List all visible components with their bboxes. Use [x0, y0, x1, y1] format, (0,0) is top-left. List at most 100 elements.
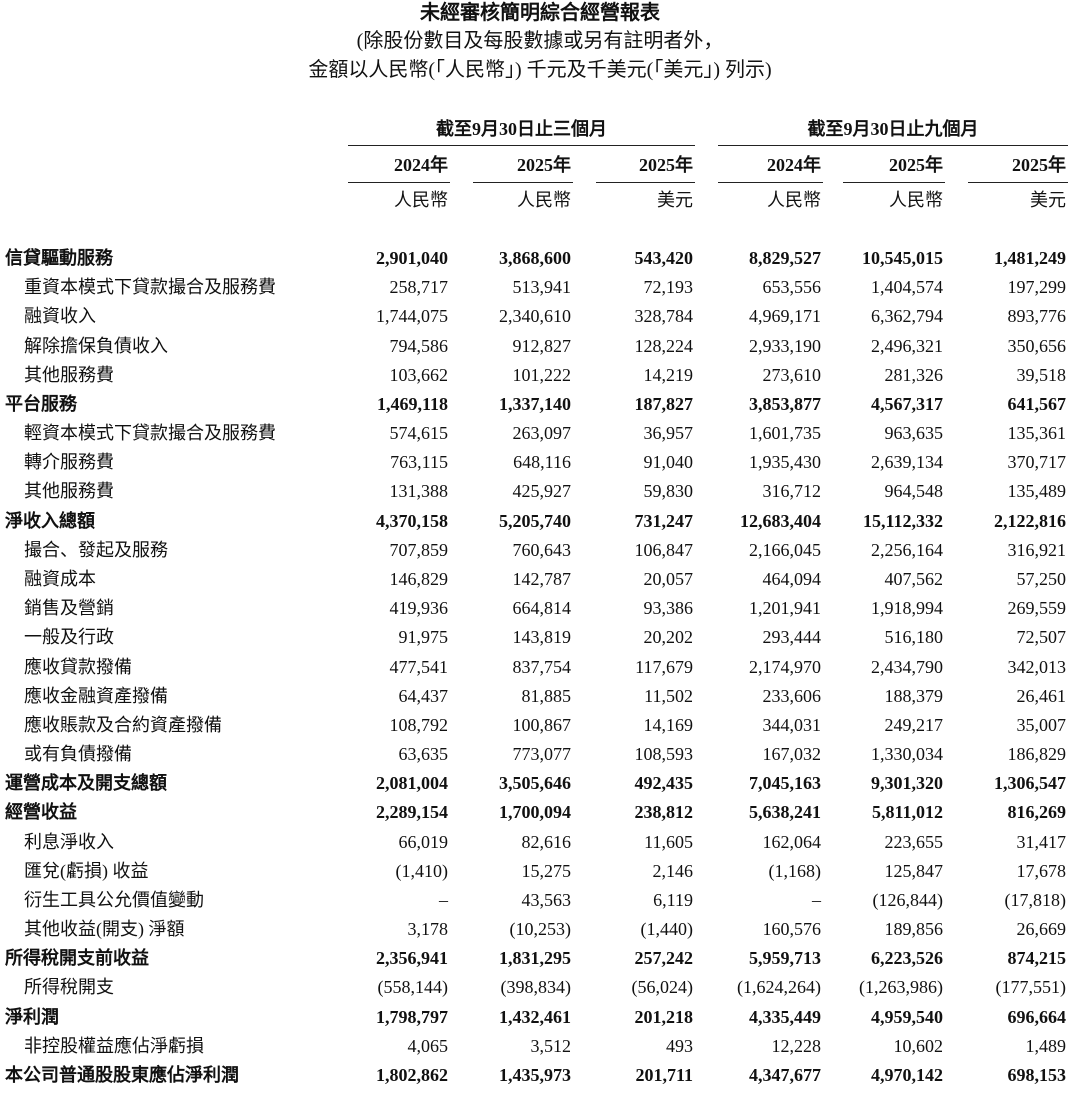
cell: 2,340,610 [499, 306, 571, 327]
cell: 188,379 [884, 685, 944, 706]
year-header: 2024年 [767, 155, 821, 175]
cell: 316,712 [762, 481, 822, 502]
row-label: 其他收益(開支) 淨額 [24, 919, 185, 940]
cell: 641,567 [1007, 393, 1067, 414]
cell: (56,024) [631, 977, 694, 998]
cell: 664,814 [512, 598, 572, 619]
cell: 344,031 [762, 714, 822, 735]
cell: 108,593 [634, 744, 694, 765]
row-label: 其他服務費 [24, 481, 114, 502]
cell: 874,215 [1007, 948, 1067, 969]
title: 未經審核簡明綜合經營報表 [420, 2, 660, 24]
cell: 43,563 [521, 889, 572, 910]
row-label: 平台服務 [5, 393, 77, 414]
cell: 1,831,295 [499, 948, 571, 969]
cell: 269,559 [1007, 598, 1067, 619]
cell: 39,518 [1016, 364, 1067, 385]
cell: 128,224 [634, 335, 694, 356]
year-header: 2025年 [1012, 155, 1066, 175]
subtitle: 金額以人民幣(「人民幣」) 千元及千美元(「美元」) 列示) [308, 59, 772, 81]
cell: (1,624,264) [737, 977, 821, 998]
currency-header: 人民幣 [889, 190, 943, 210]
cell: 189,856 [884, 919, 944, 940]
cell: 17,678 [1016, 860, 1067, 881]
row-label: 所得稅開支前收益 [5, 948, 149, 969]
cell: 108,792 [389, 714, 449, 735]
cell: 763,115 [390, 452, 448, 473]
cell: 1,337,140 [499, 393, 571, 414]
row-label: 淨收入總額 [5, 510, 95, 531]
cell: (1,410) [395, 860, 449, 881]
cell: 698,153 [1007, 1065, 1067, 1085]
cell: – [439, 889, 448, 910]
cell: 816,269 [1007, 802, 1067, 823]
cell: 2,289,154 [376, 802, 448, 823]
cell: 125,847 [884, 860, 944, 881]
row-label: 利息淨收入 [24, 831, 114, 852]
cell: 4,347,677 [749, 1065, 821, 1085]
cell: 20,057 [643, 568, 694, 589]
cell: 103,662 [389, 364, 449, 385]
cell: 223,655 [884, 831, 944, 852]
cell: 6,119 [653, 889, 693, 910]
cell: 201,711 [635, 1065, 693, 1085]
cell: 707,859 [389, 539, 449, 560]
rule [473, 182, 573, 183]
cell: 9,301,320 [871, 773, 943, 794]
group-header: 截至9月30日止三個月 [436, 119, 607, 139]
cell: 2,256,164 [871, 539, 943, 560]
rule [968, 182, 1068, 183]
cell: 11,605 [644, 831, 693, 852]
cell: 3,512 [530, 1035, 572, 1056]
cell: 1,802,862 [376, 1065, 448, 1085]
cell: 3,868,600 [499, 248, 571, 268]
cell: 6,362,794 [871, 306, 943, 327]
cell: 64,437 [398, 685, 449, 706]
cell: (1,168) [768, 860, 822, 881]
cell: (126,844) [872, 889, 944, 910]
currency-header: 人民幣 [767, 190, 821, 210]
cell: 186,829 [1007, 744, 1067, 765]
cell: 648,116 [513, 452, 571, 473]
cell: 1,330,034 [871, 744, 943, 765]
cell: 36,957 [643, 423, 694, 444]
cell: 837,754 [512, 656, 572, 677]
cell: 93,386 [643, 598, 694, 619]
cell: 419,936 [389, 598, 449, 619]
cell: 15,275 [521, 860, 572, 881]
cell: 912,827 [512, 335, 572, 356]
currency-header: 人民幣 [394, 190, 448, 210]
cell: 4,335,449 [749, 1006, 821, 1027]
cell: 1,306,547 [994, 773, 1066, 794]
cell: 4,970,142 [871, 1065, 943, 1085]
cell: 477,541 [389, 656, 449, 677]
cell: 101,222 [512, 364, 572, 385]
row-label: 淨利潤 [5, 1006, 59, 1027]
cell: 135,361 [1007, 423, 1067, 444]
cell: 513,941 [512, 277, 572, 298]
cell: 14,219 [643, 364, 694, 385]
cell: 5,811,012 [871, 802, 943, 823]
cell: 257,242 [634, 948, 694, 969]
cell: 12,228 [771, 1035, 822, 1056]
cell: 11,502 [644, 685, 693, 706]
cell: 6,223,526 [871, 948, 943, 969]
cell: 233,606 [762, 685, 822, 706]
cell: 146,829 [389, 568, 449, 589]
cell: 72,507 [1016, 627, 1067, 648]
cell: 197,299 [1007, 277, 1067, 298]
row-label: 非控股權益應佔淨虧損 [24, 1035, 204, 1056]
row-label: 解除擔保負債收入 [24, 335, 168, 356]
cell: 1,201,941 [749, 598, 821, 619]
cell: 2,933,190 [749, 335, 821, 356]
cell: 1,469,118 [376, 393, 448, 414]
cell: 26,669 [1016, 919, 1067, 940]
cell: 1,435,973 [499, 1065, 571, 1085]
cell: 342,013 [1007, 656, 1067, 677]
cell: 1,404,574 [871, 277, 943, 298]
cell: 1,918,994 [871, 598, 943, 619]
cell: (10,253) [509, 919, 572, 940]
cell: 293,444 [762, 627, 822, 648]
cell: 794,586 [389, 335, 449, 356]
